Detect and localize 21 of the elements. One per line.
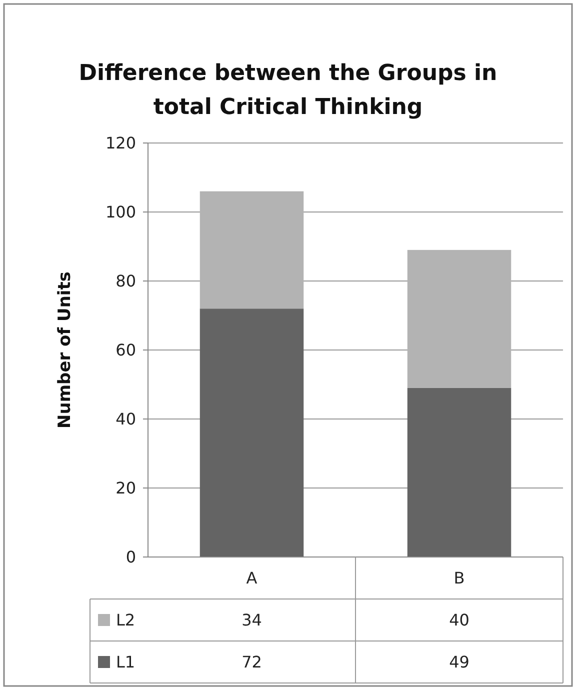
y-tick-label: 20	[116, 478, 136, 498]
bar	[407, 388, 512, 557]
y-tick-label: 80	[116, 272, 136, 291]
legend-label: L2	[116, 610, 136, 630]
legend-label: L1	[116, 652, 136, 672]
data-label: 49	[449, 652, 470, 672]
y-tick-label: 60	[116, 340, 136, 360]
y-tick-label: 40	[116, 410, 136, 429]
x-tick-label: A	[246, 568, 258, 588]
data-label: 40	[449, 610, 470, 630]
y-axis-title: Number of Units	[55, 271, 75, 429]
bar	[407, 250, 512, 388]
y-tick-label: 120	[105, 134, 136, 153]
x-tick-label: B	[454, 568, 465, 588]
data-label: 72	[242, 652, 262, 672]
chart-title: Difference between the Groups in total Critical Thinking	[78, 61, 498, 120]
bar	[200, 308, 304, 557]
bar	[200, 191, 304, 309]
data-label: 34	[242, 610, 262, 630]
y-tick-label: 100	[105, 202, 136, 222]
y-tick-label: 0	[126, 548, 136, 567]
